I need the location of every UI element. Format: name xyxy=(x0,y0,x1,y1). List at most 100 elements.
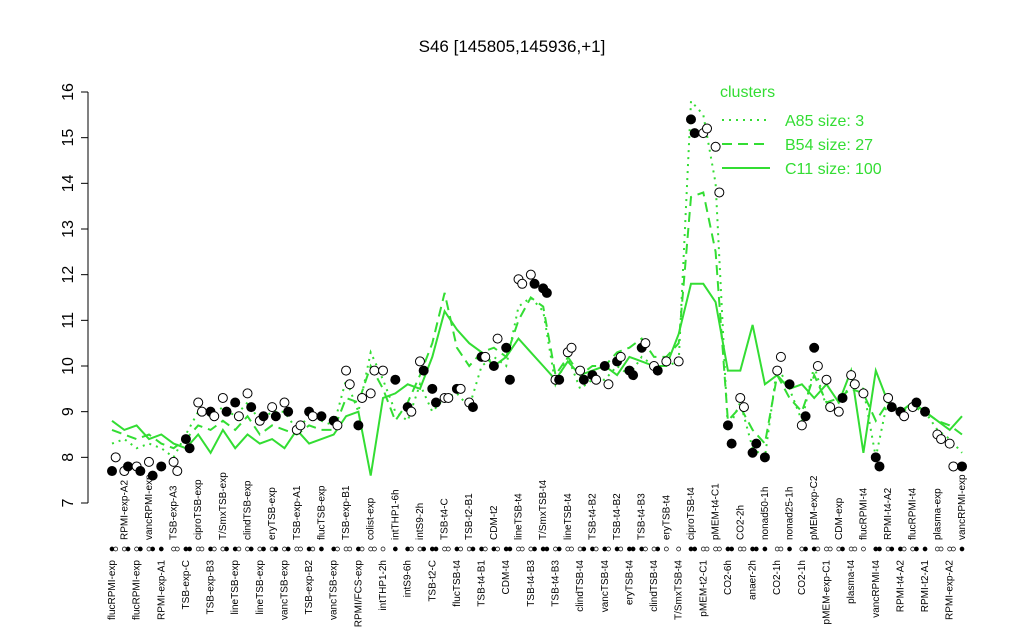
data-point xyxy=(332,420,343,431)
x-tick-label: TSB-t4-B3 xyxy=(637,493,648,540)
rug-point xyxy=(692,546,698,552)
x-tick-label: lineTSB-t4 xyxy=(514,493,525,540)
data-point xyxy=(615,351,626,362)
rug-point xyxy=(298,546,303,552)
x-tick-label: eryTSB-t4 xyxy=(624,560,635,605)
y-tick-label: 9 xyxy=(60,407,77,416)
x-tick-label: pMEM-t4-C1 xyxy=(711,483,722,540)
x-tick-label: CO2-1h xyxy=(797,560,808,595)
x-tick-label: flucRPMI-exp xyxy=(107,560,118,620)
rug-point xyxy=(174,546,180,552)
data-point xyxy=(107,466,117,477)
rug-point xyxy=(861,546,866,552)
x-tick-label: flucRPMI-t4 xyxy=(908,487,919,540)
data-point xyxy=(230,397,241,408)
data-point xyxy=(735,392,746,403)
data-point xyxy=(603,379,614,390)
rug-point xyxy=(716,546,722,552)
rug-point xyxy=(889,546,895,552)
data-point xyxy=(599,361,610,371)
rug-point xyxy=(901,546,907,552)
x-tick-label: TSB-exp-C xyxy=(181,560,192,609)
rug-point xyxy=(408,546,414,552)
data-point xyxy=(242,388,253,399)
rug-point xyxy=(248,546,254,552)
data-point xyxy=(480,351,491,362)
rug-point xyxy=(519,546,525,552)
data-point xyxy=(800,411,811,422)
x-tick-label: TSB-exp-B1 xyxy=(341,485,352,540)
data-point xyxy=(246,402,257,413)
y-tick-label: 11 xyxy=(60,312,77,329)
data-point xyxy=(344,379,355,390)
x-tick-label: lineTSB-exp xyxy=(255,560,266,615)
x-tick-label: intS9-2h xyxy=(415,503,426,540)
data-point xyxy=(747,447,758,458)
data-point xyxy=(193,397,204,408)
data-point xyxy=(110,452,121,463)
rug-point xyxy=(593,546,599,552)
data-point xyxy=(307,411,318,422)
x-tick-label: TSB-exp-A1 xyxy=(292,485,303,540)
data-point xyxy=(504,374,515,385)
legend-label: C11 size: 100 xyxy=(785,161,882,178)
rug-point xyxy=(938,546,944,552)
data-point xyxy=(378,365,389,376)
data-point xyxy=(258,411,269,422)
data-point xyxy=(455,383,466,394)
data-point xyxy=(948,461,959,472)
x-tick-label: flucTSB-exp xyxy=(316,485,327,540)
data-point xyxy=(726,438,737,449)
x-tick-label: intTHP1-6h xyxy=(390,489,401,540)
rug-point xyxy=(630,546,636,552)
data-point xyxy=(406,406,417,417)
data-point xyxy=(467,402,478,413)
rug-point xyxy=(815,546,821,552)
x-tick-label: vancTSB-t4 xyxy=(600,560,611,613)
rug-point xyxy=(643,546,648,552)
x-tick-label: T/SmxTSB-exp xyxy=(218,472,229,540)
x-tick-label: flucTSB-t4 xyxy=(452,560,463,607)
data-point xyxy=(353,420,364,431)
y-tick-label: 12 xyxy=(60,266,77,284)
x-tick-label: TSB-t4-B2 xyxy=(587,493,598,540)
rug-point xyxy=(676,546,682,552)
rug-point xyxy=(261,546,266,552)
data-point xyxy=(221,406,232,417)
data-point xyxy=(575,365,586,376)
x-tick-label: T/SmxTSB-t4 xyxy=(538,480,549,540)
x-tick-label: nonad25-1h xyxy=(785,487,796,540)
x-tick-label: TSB-exp-A3 xyxy=(169,485,180,540)
rug-point xyxy=(421,546,427,552)
data-point xyxy=(759,452,770,463)
x-tick-label: TSB-exp-B2 xyxy=(304,560,315,615)
data-point xyxy=(233,411,244,422)
rug-point xyxy=(458,546,463,552)
rug-point xyxy=(827,546,833,552)
rug-point xyxy=(310,546,316,552)
data-point xyxy=(209,411,220,422)
x-tick-label: lineTSB-exp xyxy=(230,560,241,615)
data-point xyxy=(920,406,931,417)
legend-label: B54 size: 27 xyxy=(785,137,873,154)
y-tick-label: 10 xyxy=(60,357,77,375)
data-point xyxy=(529,278,540,289)
x-tick-label: pMEM-t2-C1 xyxy=(698,560,709,617)
x-tick-label: intTHP1-2h xyxy=(378,560,389,611)
data-point xyxy=(156,461,167,472)
rug-point xyxy=(158,546,164,552)
rug-point xyxy=(470,546,476,552)
x-tick-label: RPMI/FCS-exp xyxy=(353,560,364,628)
data-point xyxy=(849,379,860,390)
rug-point xyxy=(741,546,747,552)
data-point xyxy=(911,397,922,408)
data-point xyxy=(883,392,894,403)
x-tick-label: vancTSB-exp xyxy=(279,560,290,620)
x-tick-label: CDM-exp xyxy=(834,497,845,540)
data-point xyxy=(123,461,134,472)
data-point xyxy=(525,269,536,280)
x-tick-label: clindTSB-exp xyxy=(243,480,254,540)
data-point xyxy=(283,406,294,417)
rug-point xyxy=(319,546,324,552)
